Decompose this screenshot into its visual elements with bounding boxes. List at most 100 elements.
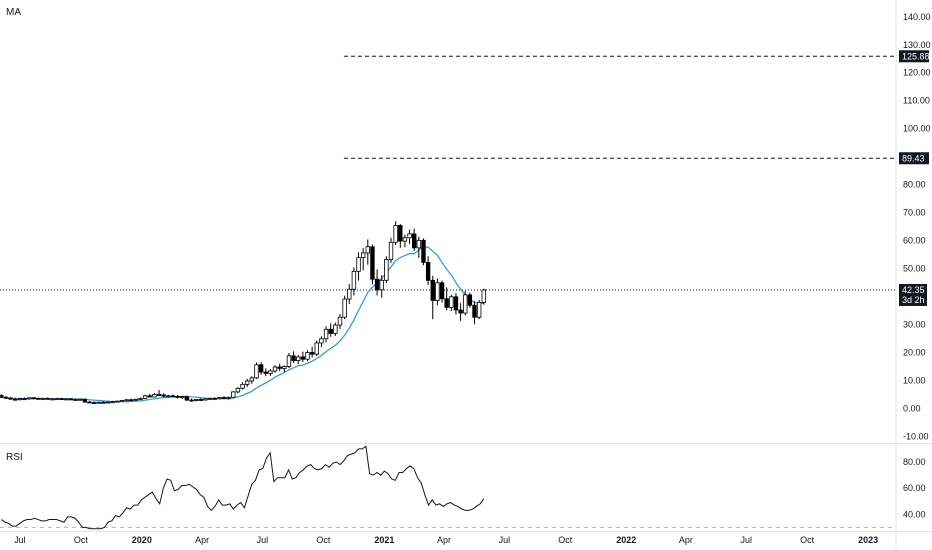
candle-body	[82, 398, 88, 403]
candle-body	[374, 278, 380, 291]
candle-body	[193, 399, 199, 401]
price-tick-label: 80.00	[903, 180, 926, 190]
candle-body	[101, 401, 106, 404]
candle-body	[472, 304, 477, 318]
candle-body	[351, 270, 357, 290]
time-tick-label: Jul	[740, 535, 752, 545]
candle-body	[166, 395, 171, 398]
time-tick-label: Apr	[679, 535, 693, 545]
candle-body	[68, 398, 74, 401]
time-tick-label: Jul	[257, 535, 269, 545]
candle-body	[384, 259, 389, 281]
candle-body	[203, 398, 208, 401]
time-tick-label: Oct	[800, 535, 815, 545]
candle-body	[249, 377, 255, 382]
candle-body	[87, 401, 92, 404]
candle-body	[305, 352, 310, 360]
candle-body	[430, 279, 435, 301]
candle-body	[268, 370, 273, 374]
candle-body	[96, 401, 101, 404]
candle-body	[388, 241, 394, 261]
candle-body	[370, 246, 375, 280]
rsi-line	[1, 445, 485, 530]
price-tick-label: 120.00	[903, 68, 931, 78]
candle-body	[319, 338, 324, 344]
candle-body	[342, 298, 347, 318]
time-tick-label: 2020	[132, 535, 152, 545]
candle-body	[333, 324, 338, 334]
candle-body	[73, 399, 78, 401]
candle-body	[300, 356, 306, 360]
candle-body	[124, 399, 129, 402]
candle-body	[356, 257, 361, 272]
price-tick-label: 10.00	[903, 375, 926, 385]
rsi-tick-label: 40.00	[903, 509, 926, 519]
candle-body	[393, 225, 398, 243]
candle-body	[26, 397, 32, 400]
candle-body	[444, 298, 449, 308]
price-tick-label: 0.00	[903, 403, 921, 413]
candle-body	[235, 387, 241, 393]
price-tick-label: 30.00	[903, 320, 926, 330]
price-tick-label: 60.00	[903, 236, 926, 246]
candle-body	[398, 225, 403, 242]
candle-body	[402, 237, 408, 242]
price-tick-label: 130.00	[903, 40, 931, 50]
candle-body	[272, 366, 278, 372]
candle-body	[64, 398, 69, 401]
candle-body	[13, 398, 18, 401]
candle-body	[3, 396, 9, 399]
time-tick-label: Apr	[437, 535, 451, 545]
time-tick-label: 2023	[858, 535, 878, 545]
candle-body	[212, 397, 217, 400]
candle-body	[379, 279, 384, 291]
candle-body	[463, 294, 468, 314]
level-price-badge	[899, 50, 929, 63]
candle-body	[91, 402, 97, 404]
candle-body	[184, 396, 190, 401]
candle-body	[170, 395, 176, 398]
candle-body	[31, 397, 36, 400]
candle-body	[110, 401, 115, 404]
candle-body	[226, 396, 231, 399]
time-tick-label: Oct	[558, 535, 573, 545]
candle-body	[105, 401, 111, 404]
candle-body	[449, 296, 454, 308]
candle-body	[263, 371, 268, 374]
candle-body	[337, 316, 343, 326]
candle-body	[244, 380, 250, 385]
candle-body	[407, 233, 412, 239]
candle-body	[439, 282, 445, 300]
candle-body	[458, 309, 463, 314]
candle-body	[425, 262, 431, 281]
candle-body	[240, 383, 245, 389]
candle-body	[481, 289, 486, 303]
candle-body	[365, 246, 371, 254]
price-pane-title: MA	[6, 7, 21, 18]
level-price-badge	[899, 152, 929, 165]
price-tick-label: 70.00	[903, 208, 926, 218]
candle-body	[54, 398, 60, 401]
candle-body	[175, 396, 180, 398]
time-tick-label: Oct	[316, 535, 331, 545]
candle-body	[412, 233, 417, 249]
candle-body	[8, 397, 13, 400]
candle-body	[142, 395, 148, 399]
candle-body	[22, 398, 27, 401]
candle-body	[258, 364, 264, 373]
time-tick-label: Apr	[195, 535, 209, 545]
candle-body	[254, 364, 259, 379]
candle-body	[17, 398, 23, 401]
candle-body	[133, 398, 139, 401]
candle-body	[277, 366, 282, 369]
candle-body	[291, 355, 296, 361]
candle-body	[296, 356, 301, 361]
candle-body	[286, 355, 292, 367]
candle-body	[119, 400, 125, 402]
candle-body	[152, 394, 157, 398]
candle-body	[221, 397, 227, 399]
candle-body	[231, 391, 236, 398]
last-price-label: 42.35	[902, 285, 925, 295]
